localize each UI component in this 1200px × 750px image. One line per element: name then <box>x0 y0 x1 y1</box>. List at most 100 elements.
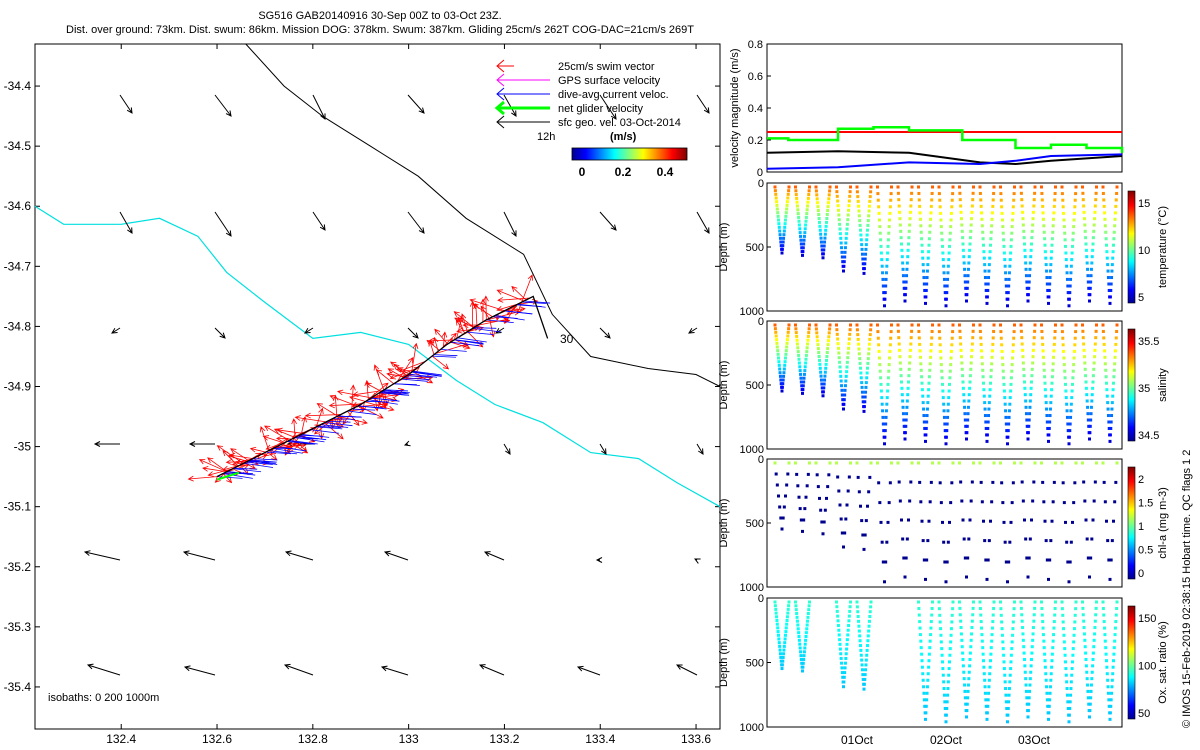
colorbar-label: salinity <box>1157 368 1169 402</box>
profile-point <box>924 577 927 581</box>
profile-point <box>1085 261 1089 265</box>
profile-point <box>948 660 951 664</box>
swim-vector <box>259 425 270 451</box>
profile-point <box>775 200 779 204</box>
profile-point <box>795 619 799 623</box>
dac-vector <box>248 460 276 464</box>
map-ytick-label: -34.7 <box>4 259 32 273</box>
profile-point <box>982 394 986 398</box>
profile-point <box>835 323 838 327</box>
profile-point <box>980 639 984 643</box>
profile-point <box>907 380 910 384</box>
dac-vector <box>276 446 307 452</box>
profile-point <box>958 600 961 604</box>
profile-point <box>856 333 860 337</box>
dac-vector <box>243 462 274 468</box>
profile-point <box>896 329 900 333</box>
profile-point <box>920 519 924 523</box>
profile-point <box>940 369 944 373</box>
dac-vector <box>301 433 330 438</box>
profile-point <box>835 461 838 465</box>
profile-point <box>1050 519 1054 523</box>
swim-vector <box>434 328 448 345</box>
profile-point <box>896 185 900 189</box>
profile-point <box>964 702 968 706</box>
profile-point <box>1071 376 1075 380</box>
dac-vector <box>521 301 547 304</box>
profile-point <box>1023 242 1026 246</box>
profile-point <box>946 402 950 406</box>
legend-gps: GPS surface velocity <box>496 73 661 87</box>
profile-point <box>999 185 1002 189</box>
profile-point <box>1049 672 1053 676</box>
profile-point <box>867 619 871 623</box>
profile-point <box>1085 677 1089 681</box>
profile-point <box>970 626 974 630</box>
profile-point <box>1110 685 1114 689</box>
profile-point <box>1024 405 1028 409</box>
profile-point <box>1047 295 1051 299</box>
profile-point <box>980 362 984 366</box>
profile-point <box>990 362 994 366</box>
geo-arrow <box>182 550 216 561</box>
profile-point <box>1022 651 1026 655</box>
profile-point <box>1081 329 1085 333</box>
profile-point <box>924 433 928 437</box>
profile-point <box>866 634 870 638</box>
profile-point <box>1027 702 1031 706</box>
profile-point <box>1094 198 1098 202</box>
profile-point <box>780 667 784 671</box>
profile-point <box>821 256 825 260</box>
profile-point <box>857 352 861 356</box>
profile-point <box>815 335 819 339</box>
profile-point <box>847 204 851 208</box>
profile-point <box>1028 412 1032 416</box>
profile-point <box>1093 626 1097 630</box>
profile-point <box>948 244 951 248</box>
profile-point <box>1088 299 1091 303</box>
profile-point <box>1001 363 1005 367</box>
map-xtick-label: 133 <box>399 732 419 746</box>
profile-point <box>906 255 910 259</box>
profile-point <box>880 540 884 544</box>
profile-point <box>826 485 830 489</box>
profile-point <box>978 461 982 465</box>
profile-point <box>1008 540 1012 544</box>
profile-point <box>990 217 994 221</box>
velocity-ylabel: velocity magnitude (m/s) <box>729 48 741 167</box>
profile-point <box>1086 689 1090 693</box>
section-axes-box <box>766 458 1123 588</box>
profile-point <box>855 605 859 609</box>
profile-point <box>1090 677 1094 681</box>
profile-point <box>1110 414 1114 418</box>
profile-point <box>888 218 892 222</box>
profile-point <box>856 615 860 619</box>
profile-point <box>901 261 905 265</box>
profile-point <box>817 354 821 358</box>
profile-point <box>924 704 928 708</box>
colorbar-label: Ox. sat. ratio (%) <box>1157 621 1169 704</box>
depth-ylabel: Depth (m) <box>718 223 730 272</box>
profile-point <box>1064 660 1067 664</box>
profile-point <box>1020 336 1024 340</box>
profile-point <box>1094 336 1098 340</box>
profile-point <box>1102 480 1106 484</box>
profile-point <box>908 210 912 214</box>
geo-arrow <box>694 558 701 564</box>
profile-point <box>1026 575 1030 579</box>
profile-point <box>1022 645 1026 649</box>
profile-point <box>795 338 799 342</box>
profile-point <box>1091 651 1095 655</box>
swim-vector <box>332 394 339 417</box>
dac-vector <box>226 471 256 476</box>
profile-point <box>1050 665 1054 669</box>
profile-point <box>903 437 907 441</box>
profile-point <box>1105 256 1109 260</box>
profile-point <box>1084 374 1088 378</box>
swim-vector <box>473 302 479 326</box>
profile-point <box>1061 613 1065 617</box>
profile-point <box>794 604 798 608</box>
profile-point <box>842 398 846 402</box>
profile-point <box>1007 560 1011 564</box>
profile-point <box>1103 633 1107 637</box>
